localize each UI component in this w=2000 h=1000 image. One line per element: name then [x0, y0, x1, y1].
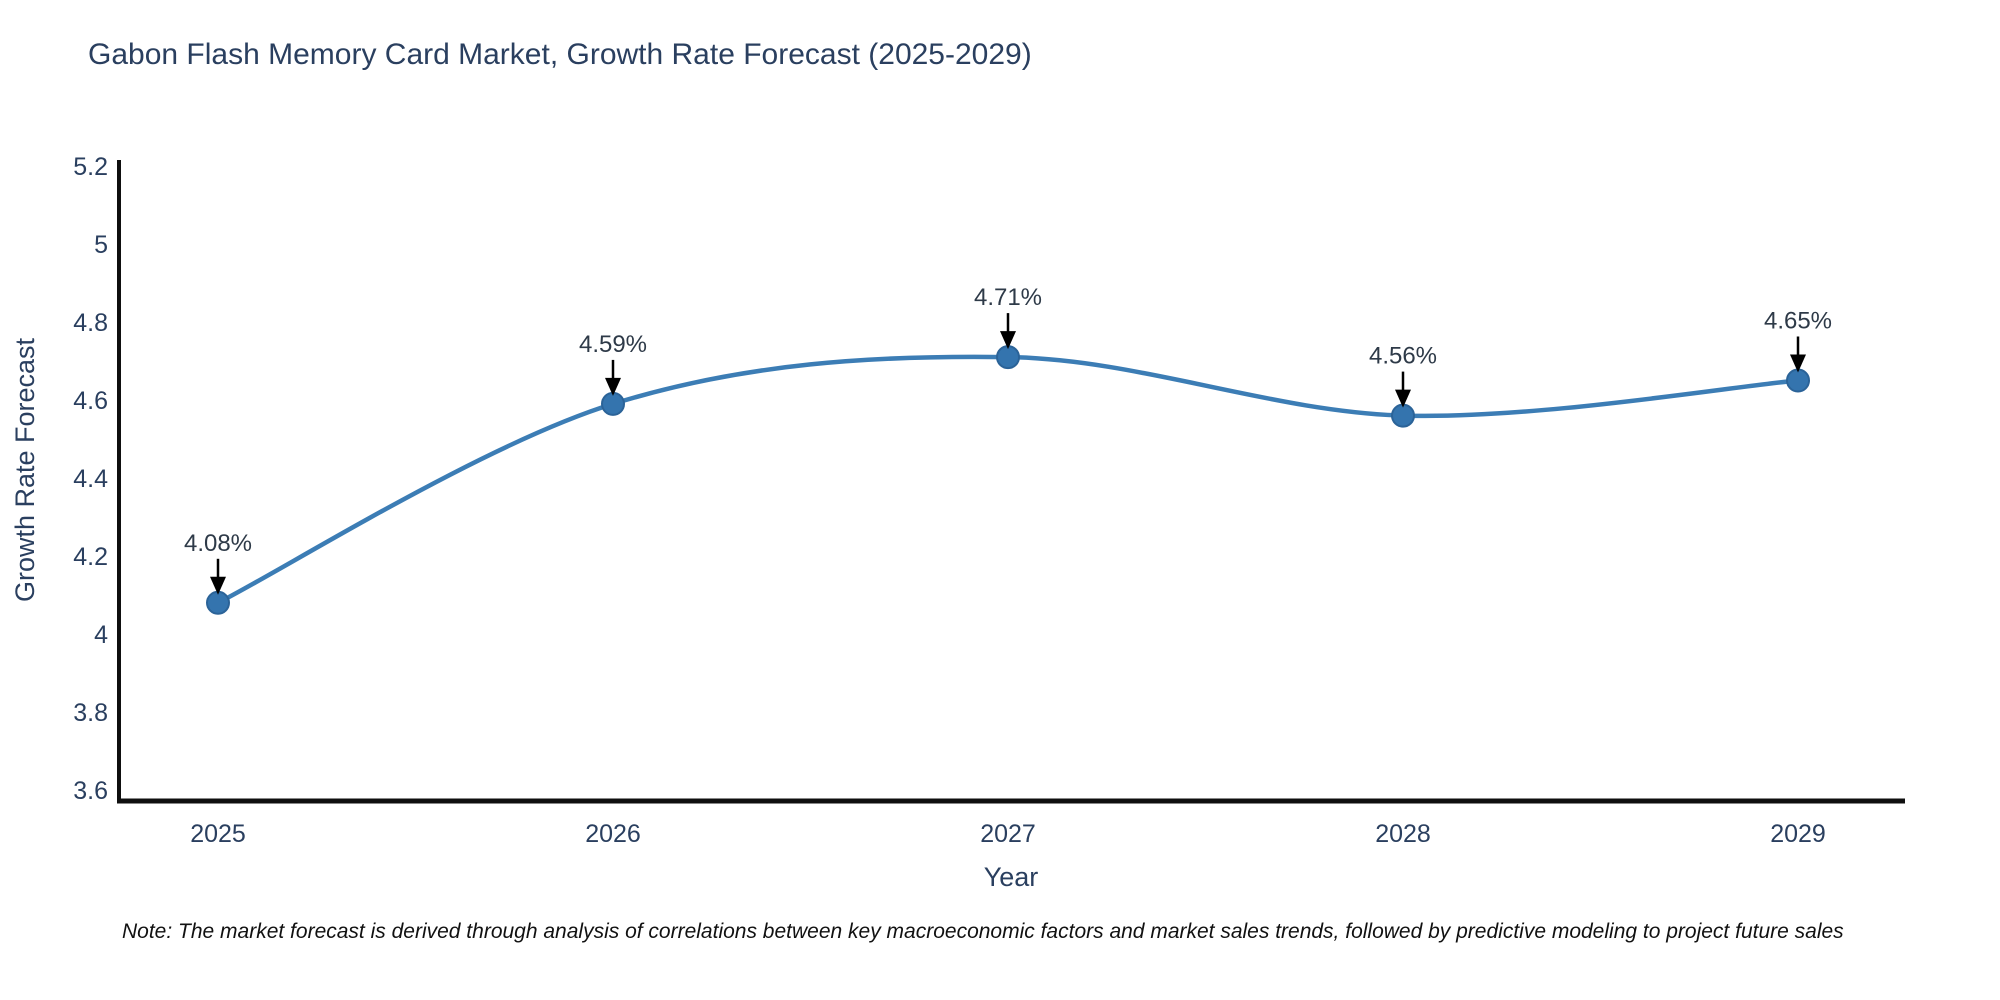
x-tick-label: 2026	[585, 820, 641, 848]
point-value-label: 4.56%	[1369, 343, 1437, 370]
annotation-arrowhead	[605, 377, 621, 396]
data-point-marker	[996, 345, 1020, 370]
y-tick-label: 4.8	[73, 309, 108, 337]
annotation-arrowhead	[1790, 354, 1806, 373]
data-point-marker	[1391, 403, 1415, 428]
annotation-arrowhead	[1000, 331, 1016, 350]
x-tick-label: 2025	[190, 820, 246, 848]
chart-note: Note: The market forecast is derived thr…	[122, 920, 1844, 943]
annotation-arrowhead	[1395, 389, 1411, 408]
y-tick-label: 4.2	[73, 543, 108, 571]
y-tick-label: 3.6	[73, 777, 108, 805]
point-value-label: 4.59%	[579, 331, 647, 358]
y-tick-label: 5	[94, 231, 108, 259]
y-tick-label: 4.4	[73, 465, 108, 493]
point-value-label: 4.71%	[974, 284, 1042, 311]
point-value-label: 4.65%	[1764, 308, 1832, 335]
y-tick-label: 5.2	[73, 153, 108, 181]
data-point-marker	[206, 590, 230, 615]
y-tick-label: 4	[94, 621, 108, 649]
x-tick-label: 2028	[1375, 820, 1431, 848]
y-tick-label: 4.6	[73, 387, 108, 415]
forecast-line	[215, 354, 1801, 606]
x-axis-title: Year	[984, 862, 1039, 892]
data-point-marker	[601, 391, 625, 416]
data-point-marker	[1786, 368, 1810, 393]
annotation-arrowhead	[210, 576, 226, 595]
point-value-label: 4.08%	[184, 530, 252, 557]
x-tick-label: 2027	[980, 820, 1036, 848]
y-tick-label: 3.8	[73, 699, 108, 727]
y-axis-title: Growth Rate Forecast	[10, 337, 40, 602]
chart-title: Gabon Flash Memory Card Market, Growth R…	[88, 38, 1032, 71]
x-tick-label: 2029	[1770, 820, 1826, 848]
